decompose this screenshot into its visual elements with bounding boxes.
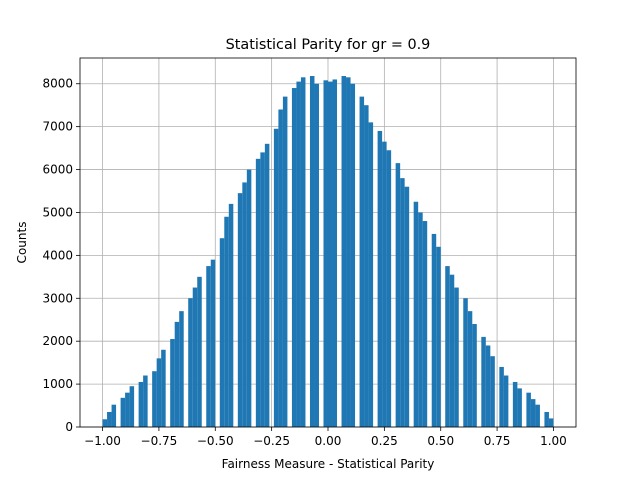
histogram-bar: [364, 105, 369, 427]
histogram-bar: [314, 83, 319, 427]
x-tick-label: −0.75: [141, 434, 178, 448]
y-tick-label: 6000: [42, 163, 73, 177]
histogram-bar: [156, 358, 162, 427]
histogram-bar: [377, 130, 383, 427]
histogram-bar: [431, 233, 437, 427]
histogram-bar: [472, 324, 477, 427]
histogram-bar: [161, 349, 166, 427]
x-tick-label: 0.25: [371, 434, 398, 448]
histogram-bar: [107, 411, 112, 427]
histogram-bar: [102, 419, 108, 427]
x-tick-label: 1.00: [540, 434, 567, 448]
histogram-bar: [237, 193, 243, 427]
x-axis-label: Fairness Measure - Statistical Parity: [222, 457, 435, 471]
histogram-bar: [111, 404, 117, 427]
chart-title: Statistical Parity for gr = 0.9: [226, 37, 431, 53]
histogram-bar: [170, 339, 175, 427]
histogram-bar: [120, 397, 126, 427]
x-axis: −1.00 −0.75 −0.50 −0.25 0.00 0.25 0.50 0.75 1.00: [84, 427, 567, 448]
x-tick-label: 0.50: [427, 434, 454, 448]
x-tick-label: 0.75: [484, 434, 511, 448]
y-tick-label: 2000: [42, 334, 73, 348]
y-tick-label: 4000: [42, 248, 73, 262]
histogram-bar: [174, 321, 180, 427]
bars: [102, 76, 554, 428]
histogram-bar: [400, 178, 405, 427]
histogram-bar: [449, 274, 455, 427]
histogram-bar: [278, 109, 283, 427]
histogram-bar: [179, 311, 184, 427]
histogram-bar: [530, 399, 536, 427]
histogram-bar: [341, 76, 347, 427]
histogram-bar: [246, 169, 252, 427]
y-tick-label: 3000: [42, 291, 73, 305]
histogram-bar: [512, 381, 518, 427]
histogram-bar: [485, 345, 491, 427]
histogram-bar: [264, 143, 270, 427]
x-tick-label: −1.00: [84, 434, 121, 448]
histogram-bar: [152, 371, 157, 427]
histogram-bar: [206, 266, 211, 427]
histogram-bar: [404, 186, 410, 427]
histogram-bar: [323, 80, 328, 427]
x-tick-label: −0.25: [253, 434, 290, 448]
histogram-bar: [242, 182, 247, 427]
histogram-bar: [535, 404, 540, 427]
histogram-bar: [255, 158, 261, 427]
histogram-bar: [291, 88, 297, 427]
histogram-bar: [503, 375, 509, 427]
y-tick-label: 0: [65, 420, 73, 434]
histogram-bar: [300, 77, 306, 427]
histogram-bar: [413, 201, 419, 427]
histogram-bar: [418, 212, 423, 427]
histogram-bar: [224, 216, 229, 427]
histogram-bar: [359, 96, 365, 428]
y-tick-label: 8000: [42, 77, 73, 91]
histogram-bar: [346, 77, 351, 427]
histogram-bar: [422, 221, 428, 427]
histogram-bar: [273, 128, 279, 427]
histogram-bar: [548, 418, 554, 427]
histogram-bar: [197, 276, 202, 427]
histogram-bar: [309, 76, 315, 427]
histogram-bar: [296, 81, 301, 427]
histogram-bar: [188, 298, 193, 427]
histogram-bar: [454, 287, 459, 427]
y-tick-label: 5000: [42, 205, 73, 219]
histogram-bar: [143, 375, 148, 427]
histogram-bar: [382, 141, 387, 427]
histogram-bar: [125, 392, 130, 427]
histogram-bar: [138, 381, 144, 427]
x-tick-label: −0.50: [197, 434, 234, 448]
histogram-bar: [228, 203, 234, 427]
histogram-bar: [481, 336, 486, 427]
histogram-bar: [544, 411, 549, 427]
histogram-bar: [517, 388, 522, 427]
histogram-bar: [386, 150, 392, 427]
y-tick-label: 1000: [42, 377, 73, 391]
histogram-bar: [219, 238, 225, 427]
histogram-bar: [436, 246, 441, 427]
histogram-bar: [129, 386, 135, 427]
histogram-bar: [210, 259, 216, 427]
x-tick-label: 0.00: [315, 434, 342, 448]
histogram-bar: [282, 96, 288, 428]
y-axis: 0 1000 2000 3000 4000 5000 6000 7000 8000: [42, 77, 80, 434]
histogram-bar: [395, 163, 401, 428]
histogram-bar: [490, 356, 495, 427]
y-tick-label: 7000: [42, 120, 73, 134]
histogram-bar: [526, 392, 531, 427]
histogram-bar: [368, 122, 374, 427]
histogram-bar: [332, 79, 338, 427]
histogram-bar: [463, 298, 468, 427]
histogram-bar: [499, 366, 504, 427]
histogram-bar: [192, 287, 198, 427]
histogram-bar: [350, 83, 356, 427]
histogram-bar: [260, 152, 265, 427]
histogram-bar: [328, 81, 333, 427]
y-axis-label: Counts: [15, 222, 29, 264]
histogram-bar: [445, 266, 450, 427]
histogram-bar: [467, 311, 473, 427]
